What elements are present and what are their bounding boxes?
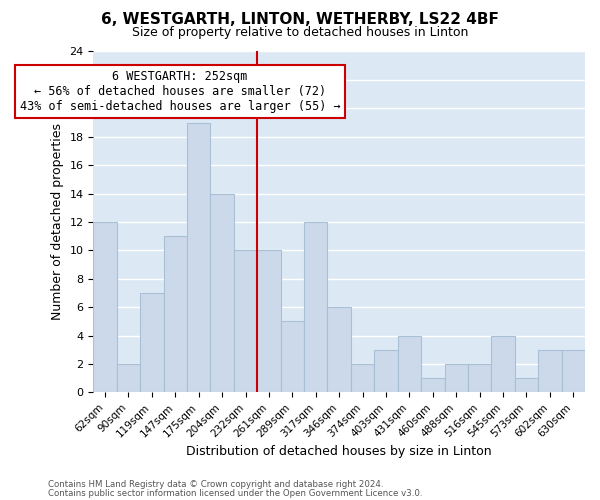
Bar	[304, 222, 328, 392]
Bar	[515, 378, 538, 392]
Text: Size of property relative to detached houses in Linton: Size of property relative to detached ho…	[132, 26, 468, 39]
Bar	[398, 336, 421, 392]
Bar	[491, 336, 515, 392]
Bar	[117, 364, 140, 392]
Bar	[538, 350, 562, 393]
Bar	[328, 307, 351, 392]
Bar	[562, 350, 585, 393]
Text: Contains HM Land Registry data © Crown copyright and database right 2024.: Contains HM Land Registry data © Crown c…	[48, 480, 383, 489]
Bar	[140, 293, 164, 392]
Bar	[281, 322, 304, 392]
Y-axis label: Number of detached properties: Number of detached properties	[51, 124, 64, 320]
X-axis label: Distribution of detached houses by size in Linton: Distribution of detached houses by size …	[187, 444, 492, 458]
Text: 6, WESTGARTH, LINTON, WETHERBY, LS22 4BF: 6, WESTGARTH, LINTON, WETHERBY, LS22 4BF	[101, 12, 499, 28]
Bar	[445, 364, 468, 392]
Bar	[468, 364, 491, 392]
Bar	[351, 364, 374, 392]
Bar	[187, 122, 211, 392]
Bar	[257, 250, 281, 392]
Bar	[94, 222, 117, 392]
Text: 6 WESTGARTH: 252sqm
← 56% of detached houses are smaller (72)
43% of semi-detach: 6 WESTGARTH: 252sqm ← 56% of detached ho…	[20, 70, 340, 113]
Bar	[374, 350, 398, 393]
Text: Contains public sector information licensed under the Open Government Licence v3: Contains public sector information licen…	[48, 488, 422, 498]
Bar	[421, 378, 445, 392]
Bar	[234, 250, 257, 392]
Bar	[211, 194, 234, 392]
Bar	[164, 236, 187, 392]
